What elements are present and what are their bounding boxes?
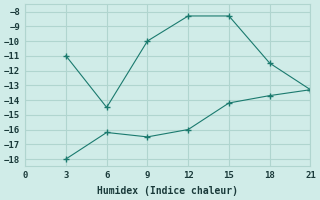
X-axis label: Humidex (Indice chaleur): Humidex (Indice chaleur) <box>97 186 238 196</box>
